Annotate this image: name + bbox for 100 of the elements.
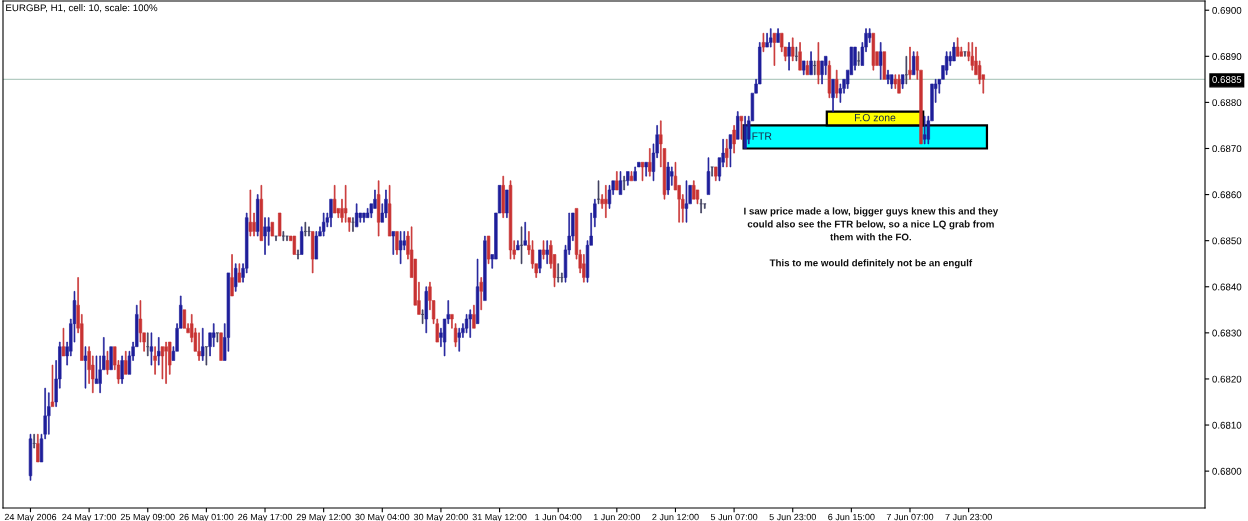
candlestick bbox=[292, 235, 297, 255]
candlestick bbox=[725, 138, 729, 168]
candlestick bbox=[219, 332, 223, 361]
candlestick bbox=[644, 161, 648, 177]
candlestick bbox=[519, 226, 524, 265]
candlestick bbox=[472, 304, 476, 329]
candlestick bbox=[420, 309, 425, 324]
x-tick-label: 26 May 17:00 bbox=[238, 513, 293, 521]
candlestick bbox=[28, 433, 33, 481]
candlestick bbox=[164, 341, 168, 384]
candlestick bbox=[805, 60, 810, 76]
candlestick bbox=[391, 231, 395, 255]
candlestick bbox=[61, 327, 66, 357]
candlestick bbox=[648, 148, 652, 177]
candlestick bbox=[263, 217, 267, 255]
candlestick bbox=[457, 327, 461, 352]
x-tick-label: 31 May 12:00 bbox=[472, 513, 527, 521]
candlestick bbox=[706, 157, 711, 195]
candlestick bbox=[710, 166, 714, 177]
candlestick bbox=[248, 189, 253, 237]
candlestick bbox=[109, 346, 113, 371]
candlestick bbox=[879, 42, 883, 80]
y-tick-label: 0.6890 bbox=[1212, 53, 1242, 60]
candlestick bbox=[728, 134, 733, 168]
candlestick bbox=[468, 309, 472, 338]
candlestick bbox=[50, 364, 55, 407]
candlestick bbox=[146, 332, 150, 357]
candlestick bbox=[732, 125, 736, 154]
candlestick bbox=[556, 263, 560, 283]
candlestick bbox=[332, 185, 337, 214]
candlestick bbox=[351, 217, 355, 232]
x-tick-label: 30 May 20:00 bbox=[413, 513, 468, 521]
candlestick bbox=[618, 171, 623, 195]
candlestick bbox=[813, 60, 817, 76]
candlestick bbox=[523, 221, 527, 246]
candlestick bbox=[516, 240, 520, 251]
candlestick bbox=[424, 286, 428, 334]
candlestick bbox=[321, 212, 326, 237]
y-tick-label: 0.6830 bbox=[1212, 329, 1242, 337]
y-tick-label: 0.6885 bbox=[1212, 76, 1242, 83]
candlestick bbox=[483, 235, 487, 301]
candlestick bbox=[285, 235, 289, 242]
candlestick bbox=[699, 198, 703, 214]
y-tick-label: 0.6840 bbox=[1212, 283, 1242, 291]
candlestick bbox=[666, 161, 670, 195]
x-tick-label: 6 Jun 15:00 bbox=[828, 513, 875, 521]
candlestick bbox=[36, 433, 40, 463]
candlestick bbox=[270, 221, 275, 237]
candlestick bbox=[922, 115, 927, 145]
y-tick-label: 0.6810 bbox=[1212, 421, 1242, 429]
candlestick bbox=[204, 346, 209, 366]
candlestick bbox=[791, 37, 795, 62]
candlestick bbox=[32, 433, 36, 449]
candlestick bbox=[475, 258, 480, 324]
chart-title: EURGBP, H1, cell: 10, scale: 100% bbox=[6, 4, 158, 13]
candlestick bbox=[256, 194, 260, 237]
candlestick bbox=[802, 60, 806, 76]
candlestick bbox=[124, 350, 128, 375]
candlestick bbox=[395, 231, 399, 255]
candlestick bbox=[853, 46, 857, 71]
x-tick-label: 30 May 04:00 bbox=[355, 513, 410, 521]
candlestick bbox=[831, 79, 835, 112]
candlestick bbox=[684, 180, 689, 223]
candlestick bbox=[307, 226, 311, 237]
candlestick bbox=[303, 221, 307, 237]
candlestick bbox=[820, 60, 824, 85]
y-tick-label: 0.6880 bbox=[1212, 99, 1242, 107]
candlestick bbox=[508, 180, 513, 260]
candlestick bbox=[505, 189, 509, 218]
x-tick-label: 24 May 17:00 bbox=[62, 513, 117, 521]
y-tick-label: 0.6870 bbox=[1212, 145, 1242, 153]
candlestick bbox=[545, 240, 549, 265]
candlestick bbox=[816, 42, 821, 85]
x-tick-label: 1 Jun 20:00 bbox=[593, 513, 641, 521]
candlestick bbox=[739, 115, 744, 140]
candlestick bbox=[157, 337, 161, 366]
candlestick bbox=[501, 175, 505, 218]
candlestick bbox=[835, 69, 839, 99]
candlestick bbox=[120, 355, 124, 384]
x-tick-label: 24 May 2006 bbox=[4, 513, 57, 521]
x-tick-label: 7 Jun 23:00 bbox=[945, 513, 992, 521]
candlestick bbox=[743, 115, 747, 149]
candlestick bbox=[787, 42, 791, 71]
candlestick bbox=[153, 346, 157, 375]
candlestick bbox=[776, 28, 780, 43]
candlestick bbox=[615, 171, 619, 191]
candlestick bbox=[230, 254, 234, 297]
candlestick bbox=[362, 212, 366, 223]
candlestick bbox=[626, 171, 630, 186]
candlestick bbox=[897, 74, 901, 94]
candlestick bbox=[761, 32, 766, 53]
y-tick-label: 0.6860 bbox=[1212, 191, 1242, 199]
candlestick bbox=[765, 32, 769, 48]
candlestick bbox=[310, 231, 315, 274]
candlestick bbox=[398, 231, 403, 265]
candlestick bbox=[83, 346, 88, 389]
candlestick bbox=[237, 263, 242, 283]
candlestick bbox=[604, 185, 608, 218]
candlestick bbox=[486, 235, 491, 265]
candlestick bbox=[838, 83, 843, 103]
